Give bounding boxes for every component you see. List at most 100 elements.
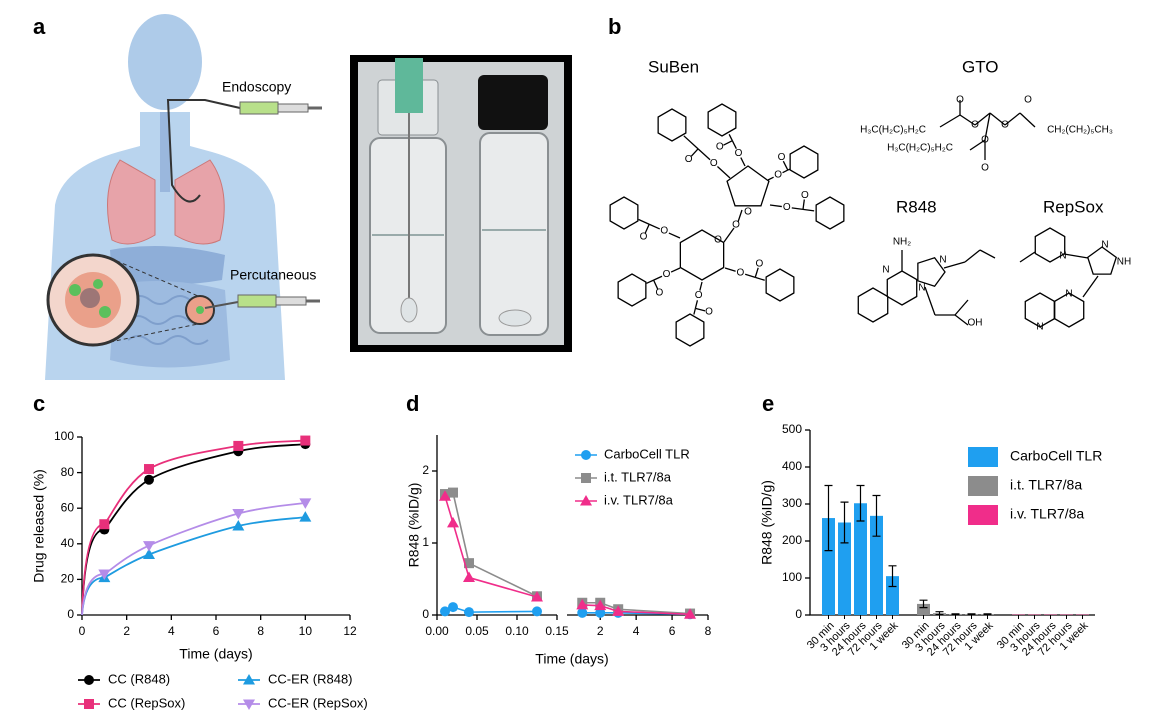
bond bbox=[731, 140, 737, 149]
bond bbox=[767, 176, 774, 181]
endoscope-part bbox=[239, 101, 279, 115]
panel-label: e bbox=[762, 391, 774, 416]
bond bbox=[648, 223, 661, 230]
bond bbox=[723, 140, 733, 146]
bond bbox=[791, 207, 804, 211]
atom-label: O bbox=[956, 95, 964, 106]
y-tick-label: 20 bbox=[61, 572, 75, 586]
tumor-magnifier-part bbox=[93, 279, 103, 289]
error-bar bbox=[840, 501, 849, 544]
vial-photo bbox=[350, 55, 572, 352]
percutaneous-syringe-part bbox=[275, 296, 307, 306]
bond bbox=[954, 314, 969, 326]
bond bbox=[723, 227, 735, 243]
bond bbox=[1082, 275, 1099, 298]
bond bbox=[740, 157, 746, 167]
atom-label: O bbox=[737, 267, 745, 278]
atom-label: O bbox=[778, 152, 786, 163]
y-tick-label: 60 bbox=[61, 500, 75, 514]
body-illustration-part bbox=[110, 246, 225, 285]
bond bbox=[653, 279, 659, 290]
atom-label: O bbox=[663, 269, 671, 280]
legend-marker bbox=[84, 699, 94, 709]
atom-label: NH₂ bbox=[893, 237, 911, 248]
ring bbox=[886, 270, 918, 306]
atom-label: O bbox=[981, 163, 989, 174]
bar bbox=[838, 522, 851, 615]
marker bbox=[531, 591, 543, 602]
atom-label: H₃C(H₂C)₅H₂C bbox=[860, 125, 926, 136]
bond bbox=[1063, 253, 1089, 259]
bond bbox=[683, 135, 699, 150]
compound-name: SuBen bbox=[648, 57, 699, 76]
bond bbox=[699, 281, 703, 291]
bond bbox=[690, 148, 699, 157]
x-axis-label: Time (days) bbox=[179, 646, 252, 662]
x-tick-label: 4 bbox=[168, 624, 175, 638]
y-tick-label: 500 bbox=[782, 422, 802, 436]
annotation: Percutaneous bbox=[230, 267, 316, 283]
bond bbox=[646, 279, 654, 284]
ring bbox=[609, 196, 639, 230]
fit-curve bbox=[103, 443, 306, 531]
bond bbox=[755, 276, 765, 281]
x-tick-label: 8 bbox=[257, 624, 264, 638]
bond bbox=[744, 273, 756, 278]
bond bbox=[984, 112, 991, 141]
ring bbox=[917, 256, 946, 288]
bond bbox=[694, 300, 699, 309]
marker bbox=[232, 509, 245, 520]
legend-marker bbox=[581, 473, 591, 483]
legend-swatch bbox=[968, 447, 998, 467]
bond bbox=[1004, 112, 1021, 126]
body-illustration-part bbox=[174, 159, 225, 245]
x-tick-label: 2 bbox=[123, 624, 130, 638]
legend-label: i.t. TLR7/8a bbox=[1010, 477, 1082, 493]
marker bbox=[144, 464, 154, 475]
atom-label: N bbox=[918, 283, 925, 294]
annotation: Endoscopy bbox=[222, 79, 291, 95]
bond bbox=[959, 114, 976, 126]
error-bar bbox=[951, 613, 960, 616]
endoscope-part bbox=[166, 99, 241, 203]
panel-label: c bbox=[33, 391, 45, 416]
ring bbox=[679, 229, 725, 281]
bond bbox=[724, 267, 736, 272]
atom-label: NH bbox=[1117, 257, 1131, 268]
body-illustration-part bbox=[160, 112, 170, 192]
y-tick-label: 100 bbox=[54, 429, 74, 443]
ring bbox=[815, 196, 845, 230]
atom-label: O bbox=[685, 154, 693, 165]
marker bbox=[464, 558, 474, 569]
legend-marker bbox=[243, 699, 255, 710]
ring bbox=[707, 103, 737, 137]
marker bbox=[448, 602, 458, 613]
atom-label: N bbox=[1059, 251, 1066, 262]
marker bbox=[143, 541, 155, 552]
atom-label: O bbox=[716, 142, 724, 153]
legend-marker bbox=[580, 495, 592, 506]
ring bbox=[675, 313, 705, 347]
atom-label: N bbox=[939, 255, 946, 266]
atom-label: O bbox=[971, 120, 979, 131]
marker bbox=[99, 519, 110, 530]
bond bbox=[737, 209, 743, 223]
bond bbox=[695, 307, 706, 312]
legend-label: CC (RepSox) bbox=[108, 695, 185, 710]
bond bbox=[954, 299, 969, 316]
marker bbox=[233, 440, 244, 451]
bond bbox=[653, 275, 663, 281]
vial-photo-part bbox=[400, 297, 418, 323]
atom-label: H₃C(H₂C)₅H₂C bbox=[887, 143, 953, 154]
atom-label: N bbox=[1101, 240, 1108, 251]
x-tick-label: 0.15 bbox=[545, 624, 569, 638]
compound-name: R848 bbox=[896, 197, 937, 216]
bond bbox=[939, 114, 961, 128]
x-tick-label: 10 bbox=[299, 624, 313, 638]
marker bbox=[532, 606, 542, 617]
x-tick-label: 0.05 bbox=[465, 624, 489, 638]
bond bbox=[1019, 251, 1036, 263]
y-tick-label: 100 bbox=[782, 570, 802, 584]
fit-curve bbox=[103, 439, 306, 525]
